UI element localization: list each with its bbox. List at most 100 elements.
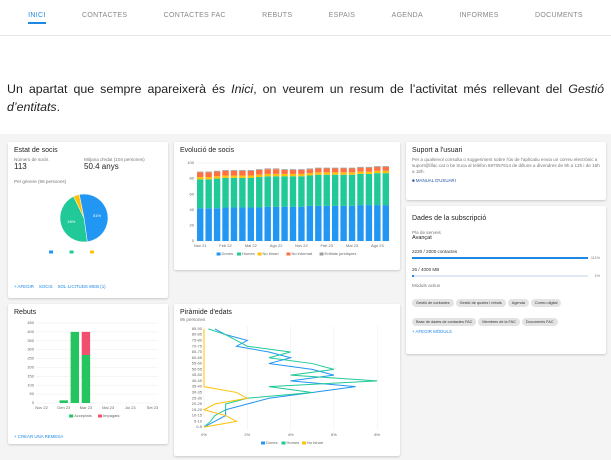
bar-segment [222, 177, 229, 208]
manual-link[interactable]: ■ MANUAL D'USUARI [412, 178, 456, 183]
nav-tab[interactable]: REBUTS [262, 12, 293, 19]
y-tick-label: 450 [27, 320, 34, 325]
card-title: Estat de socis [14, 147, 58, 154]
bar-segment [205, 179, 212, 209]
bar-segment [247, 175, 255, 178]
x-tick-label: Mai 23 [102, 405, 115, 410]
module-chip: Base de dades de contactes FAC [412, 318, 477, 326]
bar-segment [239, 170, 246, 171]
usage-label: 26 / 4000 MB [412, 267, 440, 272]
link-text[interactable]: MANUAL D'USUARI [415, 178, 456, 183]
x-tick-label: Nov 21 [194, 243, 207, 248]
text-segment: Un apartat que sempre apareixerà és [7, 82, 232, 96]
bar-segment [197, 171, 204, 173]
bar-segment [331, 172, 339, 175]
x-tick-label: 6% [331, 432, 337, 437]
x-tick-label: 8% [374, 432, 380, 437]
stats: Número de socis 113 Mitjana d'edat (104 … [14, 157, 162, 171]
y-tick-label: 0-5 [196, 424, 203, 429]
y-tick-label: 45-50 [192, 372, 203, 377]
bar-segment [70, 331, 80, 403]
nav-tab[interactable]: CONTACTES [81, 12, 128, 19]
legend-swatch [257, 252, 262, 256]
usage-row: 26 / 4000 MB 1% [412, 267, 601, 278]
y-tick-label: 50-55 [192, 366, 203, 371]
bar-segment [289, 169, 297, 171]
legend-label: Entitats jurídiques [325, 251, 357, 256]
bar-segment [382, 173, 389, 206]
bar-segment [213, 176, 221, 179]
text-segment: Gestió d’entitats [7, 82, 604, 114]
bar-segment [197, 179, 204, 209]
bar-segment [272, 206, 280, 241]
usage-label: 2220 / 2000 contactes [412, 249, 458, 254]
bar-segment [315, 172, 322, 175]
bar-segment [348, 168, 356, 173]
y-tick-label: 80-85 [192, 332, 203, 337]
bar-segment [289, 170, 297, 174]
bar-segment [281, 169, 288, 171]
bar-segment [281, 206, 288, 241]
bar-segment [197, 177, 204, 180]
line-chart: 85-9080-8575-8070-7565-7060-6555-6050-55… [192, 326, 381, 445]
bar-segment [213, 170, 221, 172]
bar-segment [374, 166, 381, 167]
legend: Dones Homes No binari No informat Entitats j… [216, 251, 357, 256]
bar-segment [323, 172, 330, 175]
bar-segment [272, 168, 280, 170]
bar-segment [315, 168, 322, 173]
bar-segment [374, 170, 381, 174]
bar-segment [205, 171, 212, 173]
y-tick-label: 15-20 [192, 407, 203, 412]
x-tick-label: Gen 23 [57, 405, 71, 410]
nav-tab[interactable]: CONTACTES FAC [163, 12, 226, 19]
usage-percent: 1% [594, 274, 601, 278]
create-remesa[interactable]: + CREAR UNA REMESA [14, 434, 64, 439]
module-chip: Membres de la FAC [478, 318, 520, 326]
bar-segment [382, 166, 389, 167]
x-tick-label: Nov 22 [35, 405, 48, 410]
action-link[interactable]: SOL·LICITUDS WEB (1) [57, 284, 106, 289]
x-tick-label: 4% [288, 432, 294, 437]
bar-segment [264, 173, 271, 177]
legend-swatch [319, 252, 324, 256]
nav-tab[interactable]: INFORMES [459, 12, 499, 19]
bar-segment [272, 169, 280, 174]
nav-tab[interactable]: INICI [28, 0, 46, 24]
stat: Número de socis 113 [14, 157, 84, 171]
y-tick-label: 400 [27, 329, 34, 334]
bar-segment [256, 169, 263, 171]
module-chip: Gestió de contactes [412, 299, 454, 307]
legend-label: Dones [266, 440, 278, 445]
y-tick-label: 20-25 [192, 401, 203, 406]
add-modules[interactable]: + AFEGIR MÒDULS [412, 329, 452, 334]
legend-swatch [237, 252, 242, 256]
bar-segment [197, 208, 204, 241]
bar-segment [306, 205, 314, 241]
stat-value: 50.4 anys [84, 162, 119, 171]
module-chip: Agenda [507, 299, 529, 307]
bar-segment [247, 177, 255, 208]
bar-segment [323, 205, 330, 241]
bar-segment [357, 166, 364, 168]
legend-label: Dones [222, 251, 234, 256]
legend-swatch [286, 252, 291, 256]
bar-segment [222, 175, 229, 178]
nav-tab[interactable]: DOCUMENTS [535, 12, 583, 19]
stat: Mitjana d'edat (104 persones) 50.4 anys [84, 157, 145, 171]
nav-tab[interactable]: AGENDA [391, 12, 423, 19]
bar-segment [331, 168, 339, 173]
stat-label: Mitjana d'edat (104 persones) [84, 157, 145, 162]
nav-tab[interactable]: ESPAIS [328, 12, 356, 19]
action-link[interactable]: + AFEGIR [14, 284, 34, 289]
y-tick-label: 40-45 [192, 378, 203, 383]
suport-card: Suport a l'usuari Per a qualsevol consul… [406, 142, 606, 200]
bar-segment [281, 170, 288, 174]
bar-segment [298, 169, 305, 171]
bar-segment [331, 167, 339, 169]
x-tick-label: 0% [201, 432, 207, 437]
action-link[interactable]: SOCIS [38, 284, 53, 289]
bar-segment [298, 173, 305, 177]
x-tick-label: Feb 23 [321, 243, 334, 248]
module-chip: Gestió de quotes i rebuts [455, 299, 506, 307]
